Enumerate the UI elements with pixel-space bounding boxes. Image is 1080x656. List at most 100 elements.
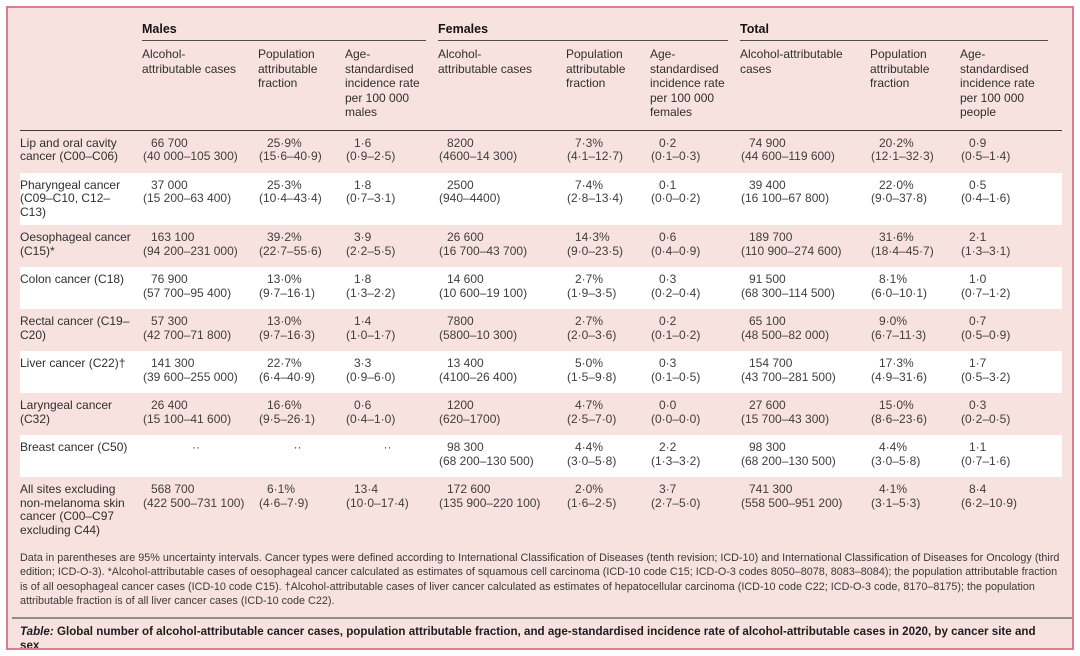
cell-value: 6·1%	[267, 482, 296, 496]
cell-uncertainty-interval: (16 100–67 800)	[741, 191, 830, 205]
cell-uncertainty-interval: (10 600–19 100)	[439, 285, 528, 300]
cell-value: 7800	[447, 314, 474, 328]
cell-value: 2·7%	[575, 272, 604, 286]
cell-value: 3·9	[354, 230, 372, 244]
data-cell: 741 300 (558 500–951 200)	[740, 477, 870, 543]
cell-value: 98 300	[447, 440, 484, 454]
cell-value: 20·2%	[879, 135, 914, 150]
row-label: All sites excluding non-melanoma skin ca…	[20, 482, 125, 537]
cell-uncertainty-interval: (4·1–12·7)	[567, 149, 624, 163]
cell-value: 74 900	[749, 135, 786, 150]
data-cell: 8·4 (6·2–10·9)	[960, 477, 1060, 543]
cell-value: 1·8	[354, 272, 372, 286]
data-cell: 37 000 (15 200–63 400)	[142, 173, 258, 226]
data-cell: 2500 (940–4400)	[438, 173, 566, 226]
data-cell: 0·3 (0·2–0·5)	[960, 393, 1060, 432]
cell-uncertainty-interval: (15 100–41 600)	[143, 411, 232, 426]
cell-uncertainty-interval: (0·5–0·9)	[961, 327, 1011, 342]
data-cell: 0·9 (0·5–1·4)	[960, 131, 1060, 170]
cell-value: 8200	[447, 135, 474, 150]
group-header-total: Total	[740, 20, 1048, 41]
cell-value: 31·6%	[879, 230, 914, 244]
cell-value: 14·3%	[575, 230, 610, 244]
cell-uncertainty-interval: (4·6–7·9)	[259, 495, 309, 510]
data-cell: 0·6 (0·4–1·0)	[345, 393, 438, 432]
column-header: Alcohol-attributable cases	[438, 47, 533, 76]
data-cell: 0·7 (0·5–0·9)	[960, 309, 1060, 348]
data-cell: 4·4% (3·0–5·8)	[870, 435, 960, 474]
cell-value: 4·1%	[879, 482, 908, 496]
table-row: Rectal cancer (C19–C20) 57 300 (42 700–71 …	[20, 309, 1062, 351]
cell-uncertainty-interval: (1·3–3·1)	[961, 243, 1011, 258]
cell-uncertainty-interval: (0·0–0·0)	[651, 411, 701, 426]
data-cell: 7·4% (2·8–13·4)	[566, 173, 650, 226]
cell-uncertainty-interval: (6·0–10·1)	[871, 285, 928, 300]
data-cell: 98 300 (68 200–130 500)	[438, 435, 566, 474]
cell-uncertainty-interval: (15 200–63 400)	[143, 191, 232, 205]
data-cell: 14 600 (10 600–19 100)	[438, 267, 566, 306]
cell-uncertainty-interval: (10·4–43·4)	[259, 191, 322, 205]
table-card: Males Females Total Alcohol-attributable…	[6, 6, 1074, 650]
data-cell: 66 700 (40 000–105 300)	[142, 131, 258, 170]
cell-value: 1·0	[969, 272, 987, 286]
row-label: Pharyngeal cancer (C09–C10, C12–C13)	[20, 177, 121, 219]
data-cell: 16·6% (9·5–26·1)	[258, 393, 345, 432]
data-cell: 8200 (4600–14 300)	[438, 131, 566, 170]
data-cell: 0·2 (0·1–0·3)	[650, 131, 740, 170]
cell-uncertainty-interval: (4600–14 300)	[439, 149, 518, 163]
cell-value: 2·7%	[575, 314, 604, 328]
cell-value: 1·1	[969, 440, 987, 454]
data-cell: 9·0% (6·7–11·3)	[870, 309, 960, 348]
cell-value: 16·6%	[267, 398, 302, 412]
data-cell: 6·1% (4·6–7·9)	[258, 477, 345, 543]
data-cell: 20·2% (12·1–32·3)	[870, 131, 960, 170]
cell-uncertainty-interval: (4·9–31·6)	[871, 369, 928, 384]
cell-uncertainty-interval: (68 200–130 500)	[439, 453, 534, 468]
cell-value: 0·5	[969, 177, 987, 192]
cell-uncertainty-interval: (6·2–10·9)	[961, 495, 1018, 510]
cell-value: 568 700	[151, 482, 195, 496]
caption-divider	[12, 616, 1072, 619]
column-header: Age-standardised incidence rate per 100 …	[345, 47, 420, 119]
data-cell: 0·0 (0·0–0·0)	[650, 393, 740, 432]
cell-uncertainty-interval: (12·1–32·3)	[871, 149, 934, 163]
cell-uncertainty-interval: (0·7–3·1)	[346, 191, 396, 205]
data-cell: 2·7% (1·9–3·5)	[566, 267, 650, 306]
data-cell: 5·0% (1·5–9·8)	[566, 351, 650, 390]
cell-uncertainty-interval: (48 500–82 000)	[741, 327, 830, 342]
data-cell: 1·8 (1·3–2·2)	[345, 267, 438, 306]
cell-value: ··	[383, 440, 392, 454]
cell-uncertainty-interval: (0·0–0·2)	[651, 191, 701, 205]
data-cell: 1·1 (0·7–1·6)	[960, 435, 1060, 474]
data-cell: 13 400 (4100–26 400)	[438, 351, 566, 390]
cell-value: 25·3%	[267, 177, 302, 192]
cell-value: 65 100	[749, 314, 786, 328]
data-cell: 568 700 (422 500–731 100)	[142, 477, 258, 543]
data-cell: 13·0% (9·7–16·1)	[258, 267, 345, 306]
cell-uncertainty-interval: (9·7–16·3)	[259, 327, 316, 342]
cell-uncertainty-interval: (9·0–37·8)	[871, 191, 928, 205]
cell-value: 5·0%	[575, 356, 604, 370]
cell-value: 741 300	[749, 482, 793, 496]
data-cell: 141 300 (39 600–255 000)	[142, 351, 258, 390]
cell-value: 7·4%	[575, 177, 604, 192]
cell-uncertainty-interval: (68 200–130 500)	[741, 453, 836, 468]
cell-value: 27 600	[749, 398, 786, 412]
cell-uncertainty-interval: (0·4–1·0)	[346, 411, 396, 426]
column-header: Population attributable fraction	[870, 47, 930, 90]
cell-value: 2500	[447, 177, 474, 192]
cell-value: 0·2	[659, 314, 677, 328]
cell-value: 0·6	[659, 230, 677, 244]
cell-uncertainty-interval: (2·5–7·0)	[567, 411, 617, 426]
cell-uncertainty-interval: (15·6–40·9)	[259, 149, 322, 163]
cell-uncertainty-interval: (1·3–3·2)	[651, 453, 701, 468]
data-cell: 2·7% (2·0–3·6)	[566, 309, 650, 348]
data-cell: 74 900 (44 600–119 600)	[740, 131, 870, 170]
cell-uncertainty-interval: (16 700–43 700)	[439, 243, 528, 258]
data-cell: 0·2 (0·1–0·2)	[650, 309, 740, 348]
cell-uncertainty-interval: (10·0–17·4)	[346, 495, 409, 510]
cell-uncertainty-interval: (6·4–40·9)	[259, 369, 316, 384]
caption-label: Table:	[20, 624, 54, 638]
cell-value: 91 500	[749, 272, 786, 286]
cell-uncertainty-interval: (94 200–231 000)	[143, 243, 238, 258]
